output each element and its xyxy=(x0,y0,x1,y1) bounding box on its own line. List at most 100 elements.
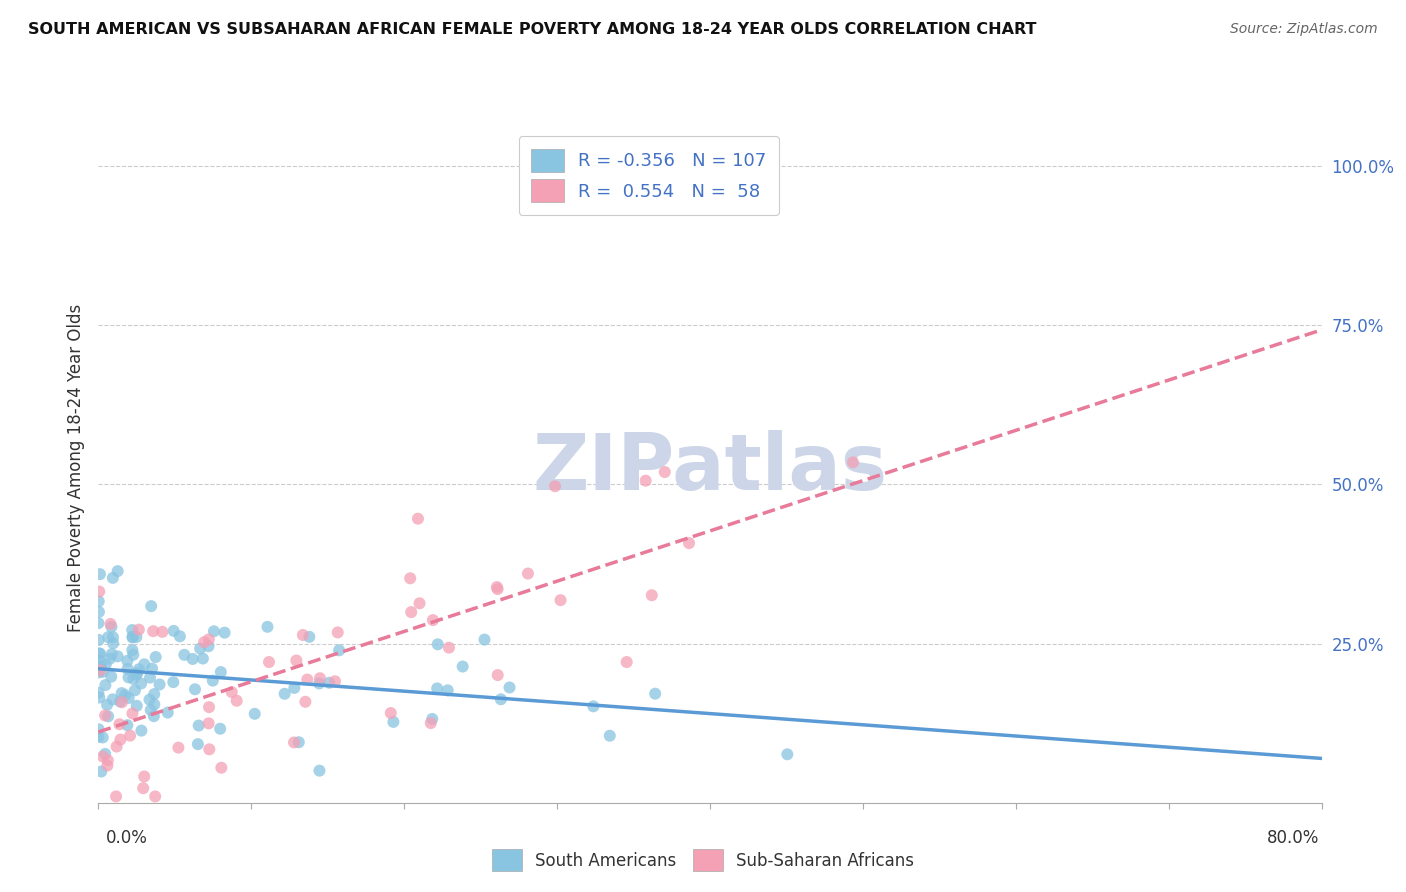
Y-axis label: Female Poverty Among 18-24 Year Olds: Female Poverty Among 18-24 Year Olds xyxy=(66,304,84,632)
Point xyxy=(326,625,349,640)
Point xyxy=(110,732,132,747)
Point xyxy=(91,749,114,764)
Point xyxy=(291,628,314,642)
Point xyxy=(89,664,111,678)
Point xyxy=(89,567,111,582)
Point xyxy=(131,723,153,738)
Point xyxy=(134,769,156,783)
Point xyxy=(120,729,142,743)
Point xyxy=(101,571,124,585)
Point xyxy=(419,716,441,731)
Point xyxy=(298,630,321,644)
Point xyxy=(225,694,247,708)
Point xyxy=(209,761,232,775)
Legend: R = -0.356   N = 107, R =  0.554   N =  58: R = -0.356 N = 107, R = 0.554 N = 58 xyxy=(519,136,779,215)
Point xyxy=(87,632,110,647)
Point xyxy=(408,596,430,610)
Point xyxy=(148,677,170,691)
Point xyxy=(641,588,664,602)
Point xyxy=(87,605,110,619)
Point xyxy=(169,629,191,643)
Point xyxy=(308,764,330,778)
Point xyxy=(94,747,117,761)
Point xyxy=(654,465,676,479)
Point xyxy=(87,723,110,737)
Point xyxy=(426,637,449,651)
Point xyxy=(486,582,509,596)
Point xyxy=(100,617,122,632)
Point xyxy=(193,635,215,649)
Point xyxy=(111,695,134,709)
Point xyxy=(436,683,458,698)
Point xyxy=(221,685,243,699)
Point xyxy=(485,580,508,594)
Point xyxy=(89,659,111,673)
Point xyxy=(145,650,167,665)
Point xyxy=(101,692,124,706)
Point xyxy=(103,636,125,650)
Legend: South Americans, Sub-Saharan Africans: South Americans, Sub-Saharan Africans xyxy=(484,841,922,880)
Text: 80.0%: 80.0% xyxy=(1267,829,1319,847)
Text: Source: ZipAtlas.com: Source: ZipAtlas.com xyxy=(1230,22,1378,37)
Point xyxy=(582,699,605,714)
Point xyxy=(121,630,143,644)
Point xyxy=(616,655,638,669)
Point xyxy=(201,673,224,688)
Point xyxy=(198,700,221,714)
Point xyxy=(285,653,308,667)
Point xyxy=(426,681,449,696)
Point xyxy=(288,735,311,749)
Point xyxy=(90,764,112,779)
Point xyxy=(209,722,232,736)
Point xyxy=(187,718,209,732)
Point xyxy=(97,709,120,723)
Point xyxy=(105,789,128,804)
Point xyxy=(89,646,111,660)
Point xyxy=(256,620,278,634)
Point xyxy=(96,698,118,712)
Point xyxy=(328,643,350,657)
Point xyxy=(644,687,666,701)
Point xyxy=(90,659,112,673)
Point xyxy=(399,571,422,585)
Point xyxy=(128,623,150,637)
Point xyxy=(121,643,143,657)
Point xyxy=(599,729,621,743)
Point xyxy=(114,688,136,702)
Point xyxy=(125,667,148,681)
Point xyxy=(91,665,114,679)
Point xyxy=(118,691,141,706)
Point xyxy=(188,641,211,656)
Point xyxy=(283,735,305,749)
Point xyxy=(297,673,319,687)
Point xyxy=(150,624,173,639)
Point xyxy=(544,479,567,493)
Point xyxy=(197,639,219,653)
Point xyxy=(128,662,150,676)
Point xyxy=(121,706,143,721)
Point xyxy=(382,714,405,729)
Point xyxy=(202,624,225,639)
Point xyxy=(678,536,700,550)
Point xyxy=(451,659,474,673)
Point xyxy=(294,695,316,709)
Point xyxy=(125,630,148,644)
Point xyxy=(191,651,214,665)
Point xyxy=(399,605,422,619)
Point xyxy=(139,703,162,717)
Point xyxy=(163,624,186,638)
Point xyxy=(318,675,340,690)
Point xyxy=(121,631,143,645)
Point xyxy=(184,682,207,697)
Point xyxy=(89,647,111,661)
Point xyxy=(134,657,156,672)
Point xyxy=(474,632,496,647)
Point xyxy=(121,623,143,637)
Point xyxy=(214,625,236,640)
Point xyxy=(550,593,572,607)
Point xyxy=(198,632,221,647)
Point xyxy=(101,630,124,644)
Point xyxy=(422,613,444,627)
Point xyxy=(380,706,402,720)
Point xyxy=(308,676,330,690)
